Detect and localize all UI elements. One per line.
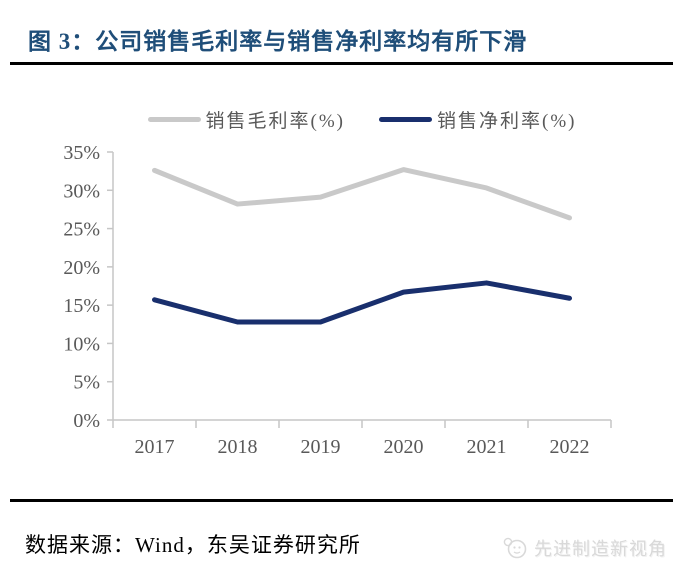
- watermark-logo-icon: [503, 537, 527, 559]
- y-tick-label: 5%: [73, 372, 100, 394]
- y-tick-label: 15%: [63, 295, 100, 317]
- legend-item-gross-margin: 销售毛利率(%): [147, 106, 345, 133]
- y-tick-label: 0%: [73, 410, 100, 432]
- series-line-1: [152, 280, 572, 325]
- x-tick-label: 2021: [467, 436, 507, 458]
- x-tick-label: 2019: [301, 436, 341, 458]
- watermark: 先进制造新视角: [501, 535, 667, 561]
- chart-legend: 销售毛利率(%) 销售净利率(%): [113, 106, 611, 133]
- net-margin-line-swatch: [379, 117, 432, 122]
- footer: 数据来源：Wind，东吴证券研究所 先进制造新视角: [0, 525, 683, 565]
- legend-label-gross-margin: 销售毛利率(%): [205, 111, 345, 132]
- title-divider-rule: [10, 62, 673, 65]
- y-tick-label: 20%: [63, 257, 100, 279]
- x-tick-label: 2017: [135, 436, 175, 458]
- data-source-text: 数据来源：Wind，东吴证券研究所: [25, 533, 361, 557]
- gross-margin-line-swatch: [147, 117, 201, 122]
- y-tick-label: 10%: [63, 333, 100, 355]
- footer-divider-rule: [10, 499, 673, 502]
- legend-label-net-margin: 销售净利率(%): [437, 111, 577, 132]
- y-tick-label: 25%: [63, 219, 100, 241]
- x-tick-label: 2022: [550, 436, 590, 458]
- y-tick-label: 30%: [63, 180, 100, 202]
- x-tick-label: 2020: [384, 436, 424, 458]
- watermark-text: 先进制造新视角: [534, 539, 667, 559]
- y-tick-label: 35%: [63, 142, 100, 164]
- legend-item-net-margin: 销售净利率(%): [379, 106, 576, 133]
- series-line-0: [152, 167, 572, 221]
- x-tick-label: 2018: [218, 436, 258, 458]
- margin-line-chart: 0% 5% 10% 15% 20% 25% 30% 35% 2017 2018 2019 2020 20…: [63, 142, 612, 458]
- figure-title: 图 3：公司销售毛利率与销售净利率均有所下滑: [28, 29, 528, 54]
